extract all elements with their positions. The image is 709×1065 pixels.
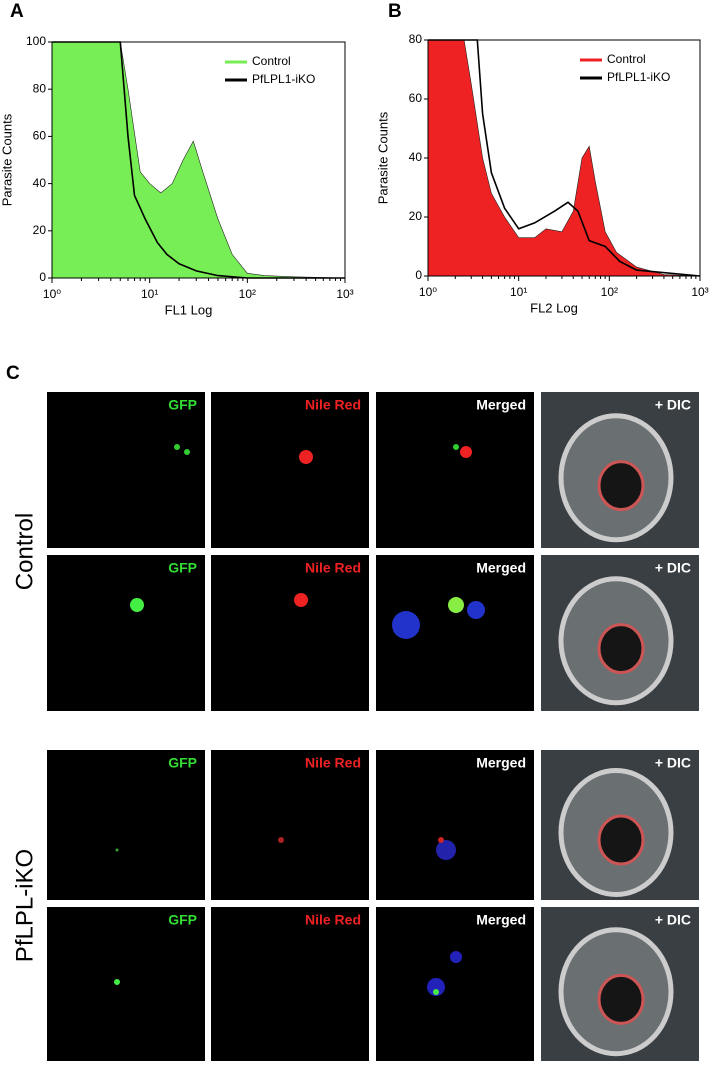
fluorescence-image (211, 392, 369, 548)
x-tick-label: 10¹ (141, 287, 158, 301)
image-label: Merged (476, 560, 526, 576)
x-tick-label: 10⁰ (419, 285, 437, 299)
image-label: + DIC (655, 912, 691, 928)
fluorescence-image (376, 750, 534, 900)
fluorescence-image (47, 907, 205, 1061)
x-axis-label: FL1 Log (165, 302, 213, 317)
image-label: Nile Red (305, 560, 361, 576)
signal-spot (436, 840, 456, 860)
x-tick-label: 10³ (336, 287, 353, 301)
fluorescence-image (47, 392, 205, 548)
y-tick-label: 100 (26, 34, 46, 48)
y-tick-label: 20 (33, 223, 47, 237)
parasite (597, 973, 645, 1025)
image-label: GFP (168, 397, 197, 413)
series-line (427, 39, 701, 277)
panel-letter: A (10, 1, 24, 22)
image-label: GFP (168, 755, 197, 771)
image-label: GFP (168, 912, 197, 928)
parasite (597, 460, 645, 512)
y-tick-label: 80 (409, 32, 423, 46)
image-label: + DIC (655, 755, 691, 771)
image-label: Merged (476, 912, 526, 928)
image-label: Nile Red (305, 912, 361, 928)
y-tick-label: 0 (39, 270, 46, 284)
legend-label: PfLPL1-iKO (252, 72, 315, 86)
signal-spot (467, 601, 485, 619)
y-tick-label: 40 (33, 176, 47, 190)
fluorescence-image (376, 392, 534, 548)
x-tick-label: 10² (239, 287, 256, 301)
signal-spot (448, 597, 464, 613)
signal-spot (130, 598, 144, 612)
fluorescence-image (376, 907, 534, 1061)
y-tick-label: 40 (409, 150, 423, 164)
signal-spot (450, 951, 462, 963)
signal-spot (294, 593, 308, 607)
plot-frame (51, 41, 346, 279)
row-group-label: PfLPL-iKO (11, 849, 38, 962)
signal-spot (433, 989, 439, 995)
signal-spot (174, 444, 180, 450)
image-label: Nile Red (305, 397, 361, 413)
fluorescence-image (47, 555, 205, 711)
y-axis-label: Parasite Counts (375, 111, 390, 204)
signal-spot (438, 837, 444, 843)
fluorescence-image (211, 750, 369, 900)
panel-letter: B (388, 1, 402, 22)
image-label: Merged (476, 755, 526, 771)
signal-spot (278, 837, 284, 843)
image-label: GFP (168, 560, 197, 576)
y-tick-label: 80 (33, 81, 47, 95)
series-line (52, 41, 345, 279)
signal-spot (115, 848, 119, 852)
y-tick-label: 0 (415, 268, 422, 282)
y-tick-label: 20 (409, 209, 423, 223)
signal-spot (114, 979, 120, 985)
image-label: + DIC (655, 560, 691, 576)
signal-spot (453, 444, 459, 450)
signal-spot (392, 611, 420, 639)
legend-label: PfLPL1-iKO (607, 70, 670, 84)
series-line (428, 39, 701, 277)
image-label: + DIC (655, 397, 691, 413)
legend-label: Control (252, 54, 291, 68)
x-tick-label: 10⁰ (43, 287, 61, 301)
signal-spot (299, 450, 313, 464)
x-tick-label: 10³ (691, 285, 708, 299)
panel-letter: C (6, 363, 20, 384)
fluorescence-image (211, 907, 369, 1061)
image-label: Merged (476, 397, 526, 413)
image-label: Nile Red (305, 755, 361, 771)
y-tick-label: 60 (33, 129, 47, 143)
x-tick-label: 10² (601, 285, 618, 299)
parasite (597, 623, 645, 675)
signal-spot (184, 449, 190, 455)
legend-label: Control (607, 52, 646, 66)
signal-spot (427, 978, 445, 996)
signal-spot (460, 446, 472, 458)
fluorescence-image (211, 555, 369, 711)
x-tick-label: 10¹ (510, 285, 527, 299)
fluorescence-image (47, 750, 205, 900)
x-axis-label: FL2 Log (530, 300, 578, 315)
y-tick-label: 60 (409, 91, 423, 105)
y-axis-label: Parasite Counts (0, 113, 14, 206)
row-group-label: Control (11, 513, 38, 590)
parasite (597, 814, 645, 866)
